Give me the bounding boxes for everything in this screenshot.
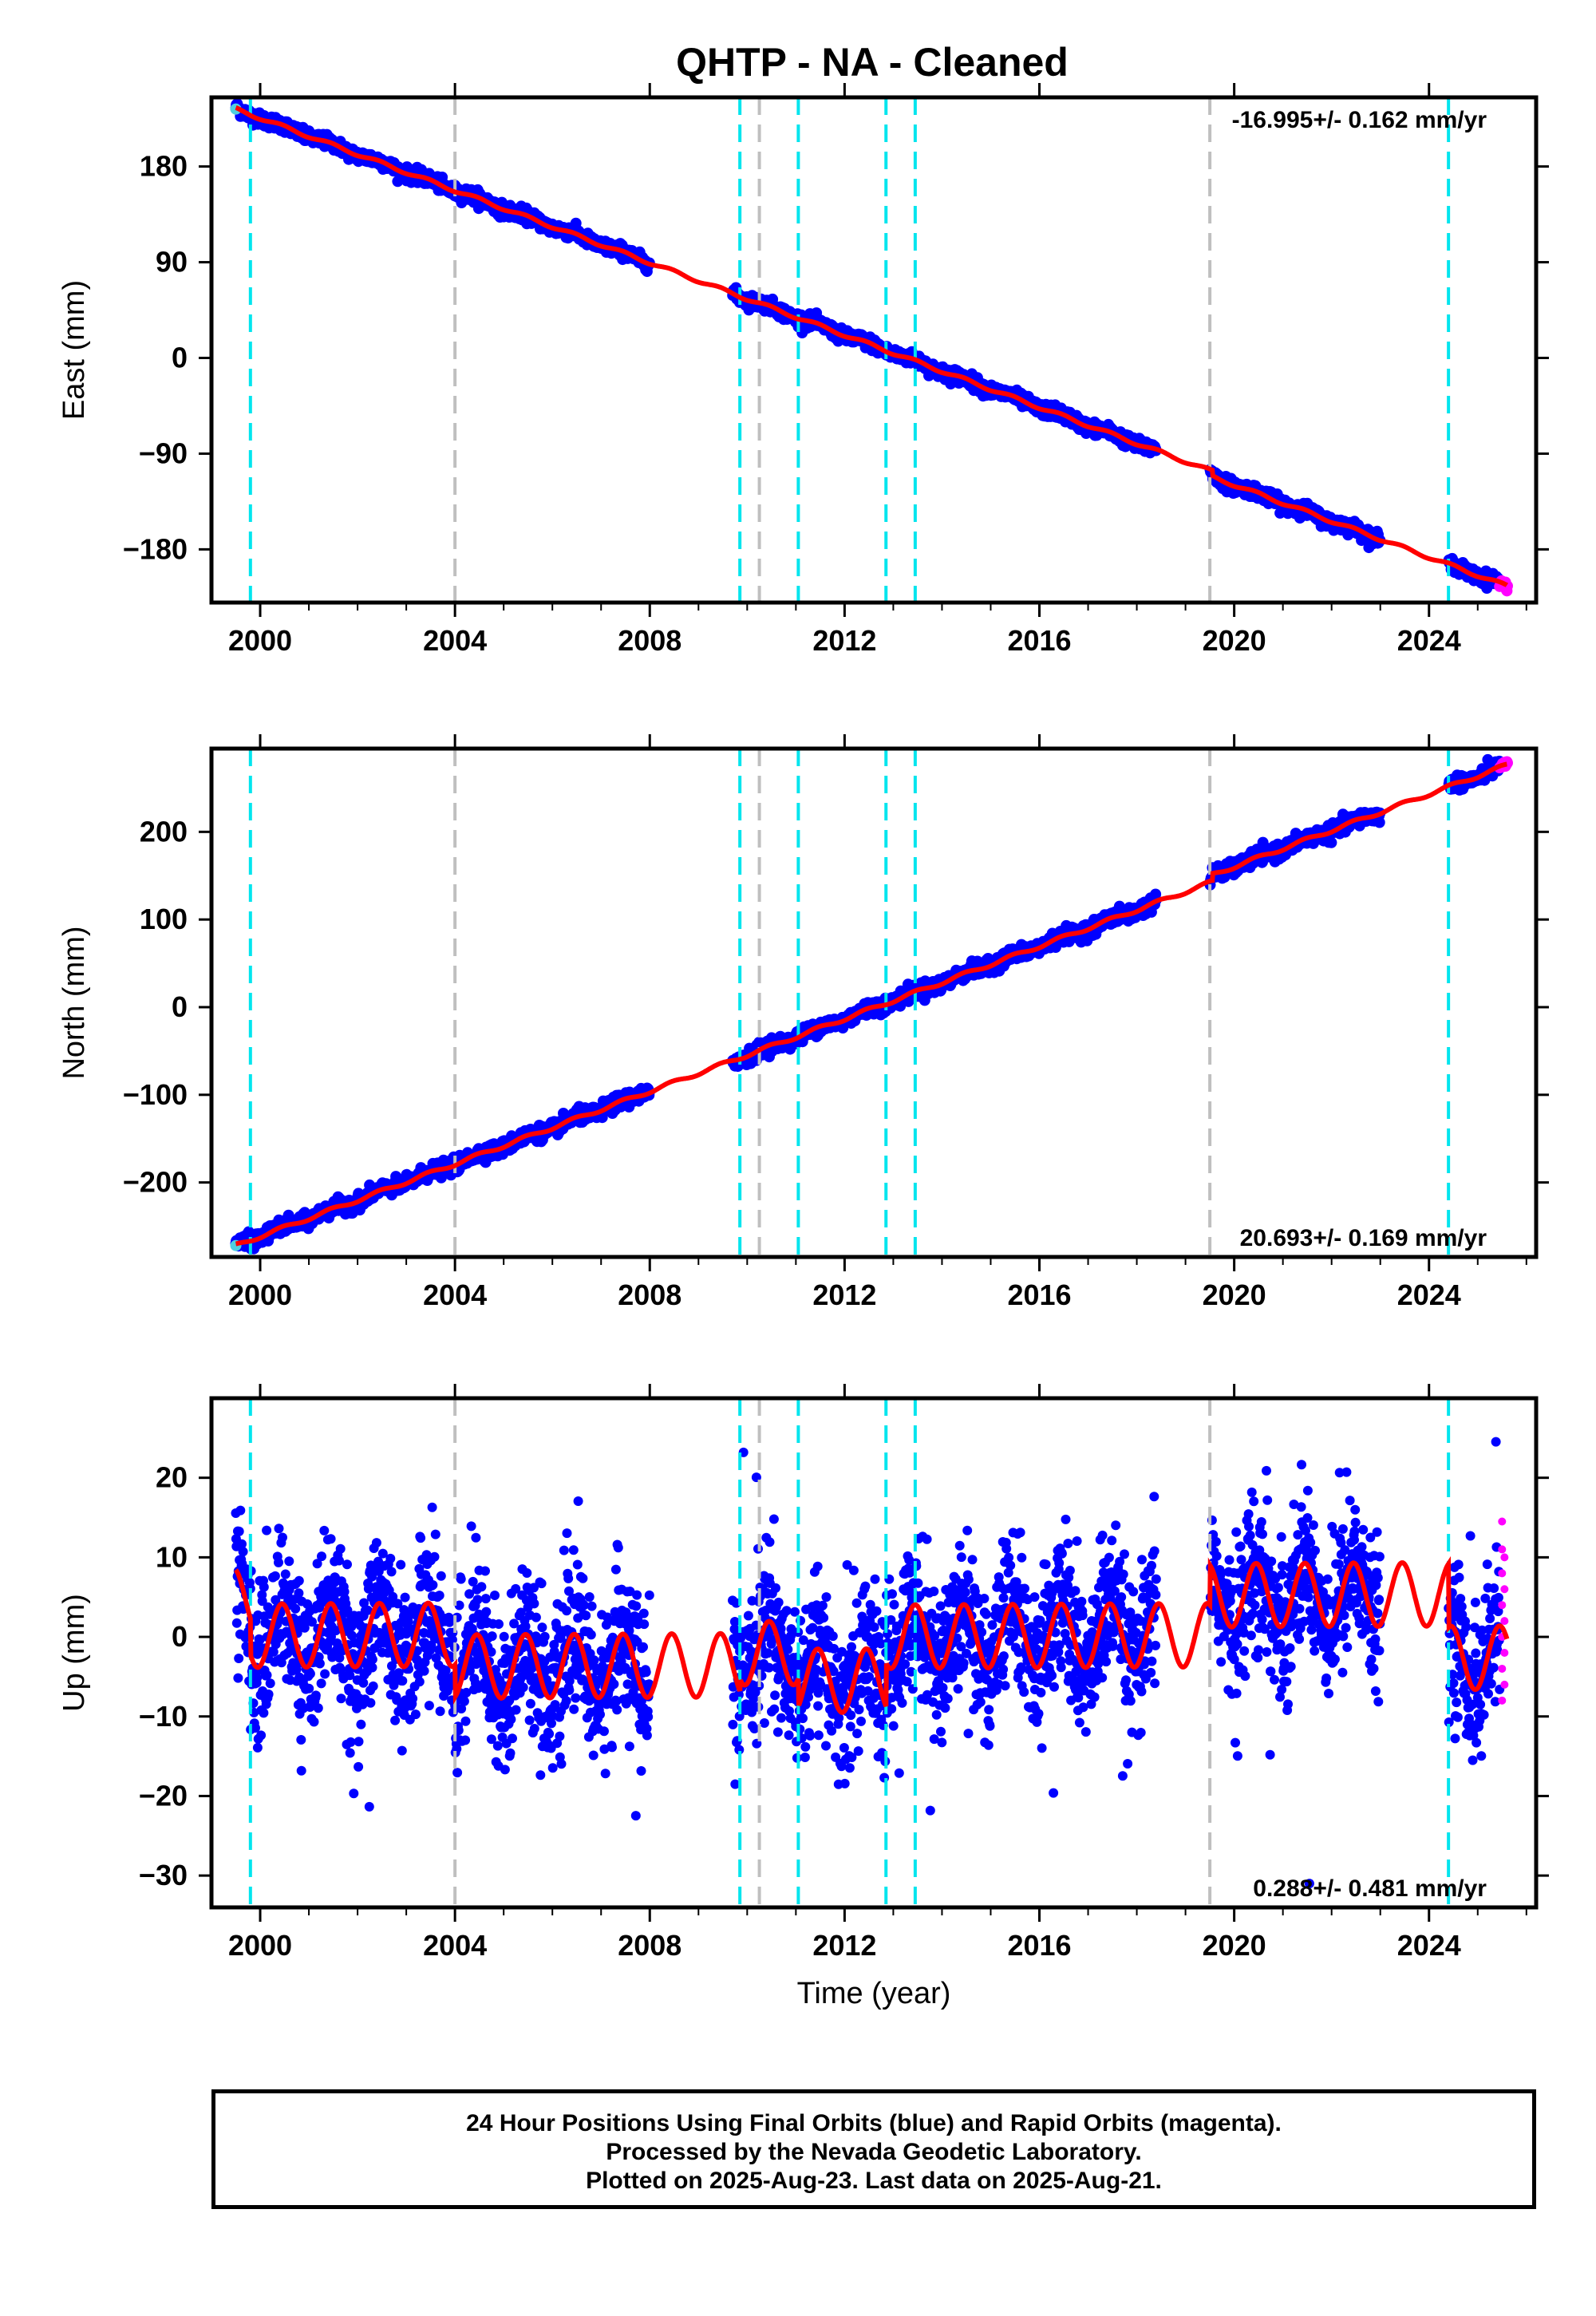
chart-title: QHTP - NA - Cleaned bbox=[676, 40, 1069, 85]
x-tick-label: 2012 bbox=[812, 624, 876, 657]
data-point bbox=[263, 1690, 274, 1699]
y-tick-label: −90 bbox=[139, 437, 188, 469]
data-point bbox=[278, 1532, 287, 1543]
final-orbit-points bbox=[230, 753, 1505, 1255]
data-point bbox=[238, 1547, 248, 1557]
y-tick-label: 180 bbox=[140, 150, 188, 183]
y-tick-label: 0 bbox=[172, 341, 188, 373]
data-point bbox=[270, 1571, 280, 1581]
data-point bbox=[259, 1582, 269, 1592]
panel-east: 2000 2004 2008 2012 2016 2020 2024 180 90 0 −90 −18… bbox=[57, 83, 1549, 657]
plot-area bbox=[230, 749, 1513, 1257]
data-point bbox=[265, 1678, 275, 1689]
panel-up: 2000 2004 2008 2012 2016 2020 202420100−10−20−… bbox=[57, 1384, 1549, 2010]
data-point bbox=[274, 1524, 284, 1534]
data-point bbox=[1325, 836, 1337, 848]
data-point bbox=[305, 1669, 315, 1679]
x-tick-label: 2012 bbox=[812, 1279, 876, 1311]
data-point bbox=[231, 1618, 242, 1628]
data-point bbox=[252, 1742, 263, 1753]
data-point bbox=[233, 1673, 243, 1683]
data-point bbox=[274, 1557, 283, 1567]
y-tick-label: 0 bbox=[172, 990, 188, 1023]
data-point bbox=[296, 1765, 306, 1776]
data-point bbox=[262, 1525, 272, 1535]
rate-annotation: -16.995+/- 0.162 mm/yr bbox=[1232, 107, 1487, 133]
x-tick-label: 2016 bbox=[1007, 1279, 1071, 1311]
x-tick-label: 2020 bbox=[1203, 624, 1266, 657]
end-marker bbox=[1501, 585, 1513, 597]
data-point bbox=[235, 1505, 246, 1516]
x-tick-label: 2020 bbox=[1203, 1279, 1266, 1311]
x-tick-label: 2016 bbox=[1007, 624, 1071, 657]
x-tick-label: 2004 bbox=[423, 1279, 487, 1311]
x-tick-label: 2008 bbox=[618, 1279, 681, 1311]
x-tick-label: 2008 bbox=[618, 624, 681, 657]
data-point bbox=[284, 1556, 294, 1567]
data-point bbox=[256, 1730, 267, 1741]
y-tick-label: −200 bbox=[123, 1166, 188, 1199]
y-tick-label: 200 bbox=[140, 815, 188, 848]
y-tick-label: −100 bbox=[123, 1078, 188, 1111]
data-point bbox=[234, 1526, 244, 1536]
data-point bbox=[309, 1717, 319, 1727]
data-point bbox=[280, 1569, 290, 1579]
y-axis-label: North (mm) bbox=[57, 926, 91, 1079]
data-point bbox=[234, 1654, 244, 1663]
x-tick-label: 2000 bbox=[228, 624, 292, 657]
x-tick-label: 2024 bbox=[1397, 1279, 1461, 1311]
y-axis-label: East (mm) bbox=[57, 280, 91, 420]
data-point bbox=[304, 1683, 314, 1694]
plot-area bbox=[231, 1398, 1510, 1907]
data-point bbox=[294, 1588, 304, 1599]
final-orbit-points bbox=[230, 98, 1505, 594]
data-point bbox=[310, 1690, 321, 1701]
data-point bbox=[262, 1670, 272, 1680]
x-tick-label: 2004 bbox=[423, 624, 487, 657]
final-orbit-points bbox=[231, 1437, 1505, 1889]
x-tick-label: 2024 bbox=[1397, 624, 1461, 657]
data-point bbox=[294, 1575, 304, 1586]
rate-annotation: 20.693+/- 0.169 mm/yr bbox=[1240, 1225, 1487, 1251]
x-tick-label: 2000 bbox=[228, 1279, 292, 1311]
y-tick-label: 90 bbox=[156, 246, 188, 279]
data-point bbox=[290, 1603, 301, 1614]
data-point bbox=[259, 1708, 269, 1718]
y-tick-label: 100 bbox=[140, 903, 188, 935]
data-point bbox=[296, 1735, 306, 1745]
panel-north: 2000 2004 2008 2012 2016 2020 2024 200 100 0 −100 −… bbox=[57, 734, 1549, 1311]
plot-area bbox=[230, 97, 1513, 603]
y-tick-label: −180 bbox=[123, 532, 188, 565]
